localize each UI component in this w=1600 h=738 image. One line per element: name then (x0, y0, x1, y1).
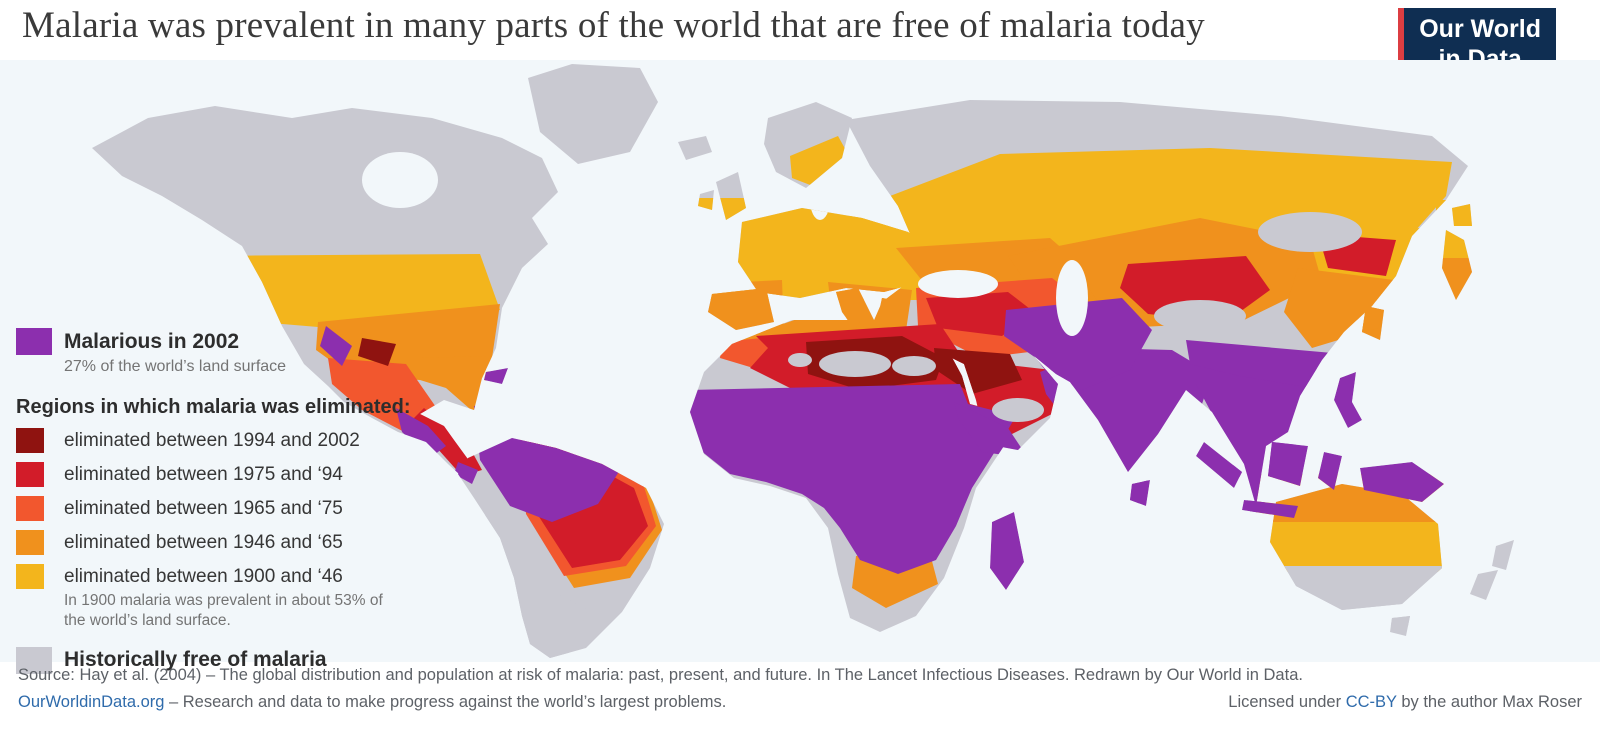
legend-swatch-1975-94 (16, 462, 44, 487)
owid-logo-accent-stripe (1398, 8, 1405, 81)
map-zone-malarious-2002 (320, 298, 1444, 590)
page-title: Malaria was prevalent in many parts of t… (22, 5, 1205, 46)
site-tagline: – Research and data to make progress aga… (164, 693, 727, 711)
world-map-svg (0, 60, 1600, 662)
legend-malarious-sublabel: 27% of the world’s land surface (64, 358, 287, 375)
legend-1900-note: In 1900 malaria was prevalent in about 5… (64, 592, 383, 629)
legend-free-label: Historically free of malaria (64, 648, 327, 672)
legend-item-1946-65: eliminated between 1946 and ‘65 (16, 530, 466, 555)
legend-free-row: Historically free of malaria (16, 646, 466, 674)
owid-logo-line1: Our World (1419, 15, 1541, 43)
license-line: Licensed under CC-BY by the author Max R… (1228, 693, 1582, 711)
legend-malarious-label: Malarious in 2002 (64, 329, 240, 353)
legend-item-1900-46: eliminated between 1900 and ‘46 (16, 564, 466, 589)
legend-swatch-1946-65 (16, 530, 44, 555)
map-legend: Malarious in 2002 27% of the world’s lan… (16, 328, 466, 674)
legend-eliminated-header: Regions in which malaria was eliminated: (16, 396, 411, 418)
footer: Source: Hay et al. (2004) – The global d… (18, 666, 1582, 712)
legend-malarious-row: Malarious in 2002 (16, 328, 466, 355)
owid-logo-text: Our World in Data (1404, 8, 1556, 81)
legend-swatch-free (16, 646, 52, 674)
legend-swatch-1900-46 (16, 564, 44, 589)
legend-item-1994-2002: eliminated between 1994 and 2002 (16, 428, 466, 453)
legend-swatch-malarious (16, 328, 52, 355)
site-line: OurWorldinData.org – Research and data t… (18, 693, 726, 712)
legend-item-1975-94: eliminated between 1975 and ‘94 (16, 462, 466, 487)
legend-swatch-1994-2002 (16, 428, 44, 453)
owid-site-link[interactable]: OurWorldinData.org (18, 693, 165, 711)
license-link[interactable]: CC-BY (1345, 693, 1397, 711)
source-line: Source: Hay et al. (2004) – The global d… (18, 666, 1303, 684)
legend-swatch-1965-75 (16, 496, 44, 521)
world-map: Malarious in 2002 27% of the world’s lan… (0, 60, 1600, 674)
legend-item-1965-75: eliminated between 1965 and ‘75 (16, 496, 466, 521)
